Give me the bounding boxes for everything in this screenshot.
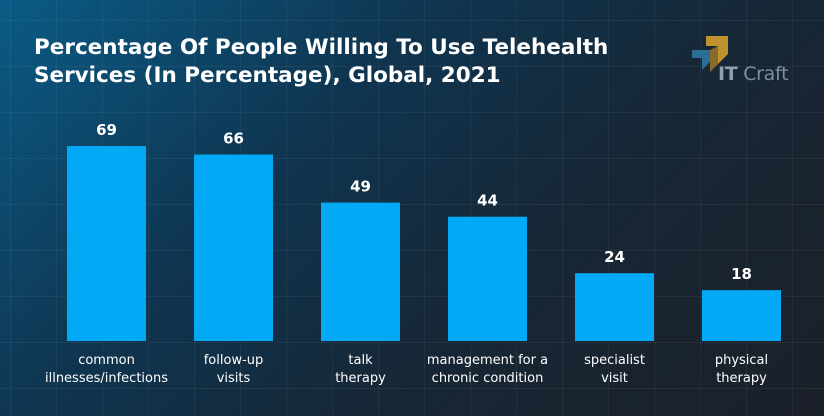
logo-text-suffix: Craft — [743, 63, 789, 85]
bar-0 — [67, 146, 146, 341]
category-label-0-line-1: illnesses/infections — [45, 371, 168, 386]
logo-text-prefix: IT — [718, 63, 738, 85]
logo-mark-icon — [692, 36, 728, 72]
category-label-1-line-1: visits — [217, 371, 251, 386]
category-label-2-line-0: talk — [348, 353, 373, 368]
bar-value-label-4: 24 — [604, 248, 625, 266]
bar-3 — [448, 216, 527, 341]
bar-value-label-5: 18 — [731, 265, 752, 283]
bar-4 — [575, 273, 654, 341]
category-label-4-line-1: visit — [601, 371, 628, 386]
category-label-5-line-0: physical — [715, 353, 768, 368]
category-label-3-line-0: management for a — [427, 353, 548, 368]
category-label-2-line-1: therapy — [335, 371, 386, 386]
it-craft-logo: IT Craft — [688, 36, 798, 88]
category-label-3-line-1: chronic condition — [432, 371, 544, 386]
logo-text: IT Craft — [718, 63, 789, 85]
bar-value-label-2: 49 — [350, 178, 371, 196]
category-label-5-line-1: therapy — [716, 371, 767, 386]
bar-value-label-1: 66 — [223, 130, 244, 148]
category-label-1-line-0: follow-up — [204, 353, 264, 368]
bar-1 — [194, 154, 273, 341]
bar-value-label-0: 69 — [96, 121, 117, 139]
bar-value-label-3: 44 — [477, 192, 498, 210]
bar-2 — [321, 202, 400, 341]
chart-title: Percentage Of People Willing To Use Tele… — [34, 35, 609, 88]
bar-5 — [702, 290, 781, 341]
category-label-0-line-0: common — [78, 353, 135, 368]
category-label-4-line-0: specialist — [584, 353, 645, 368]
